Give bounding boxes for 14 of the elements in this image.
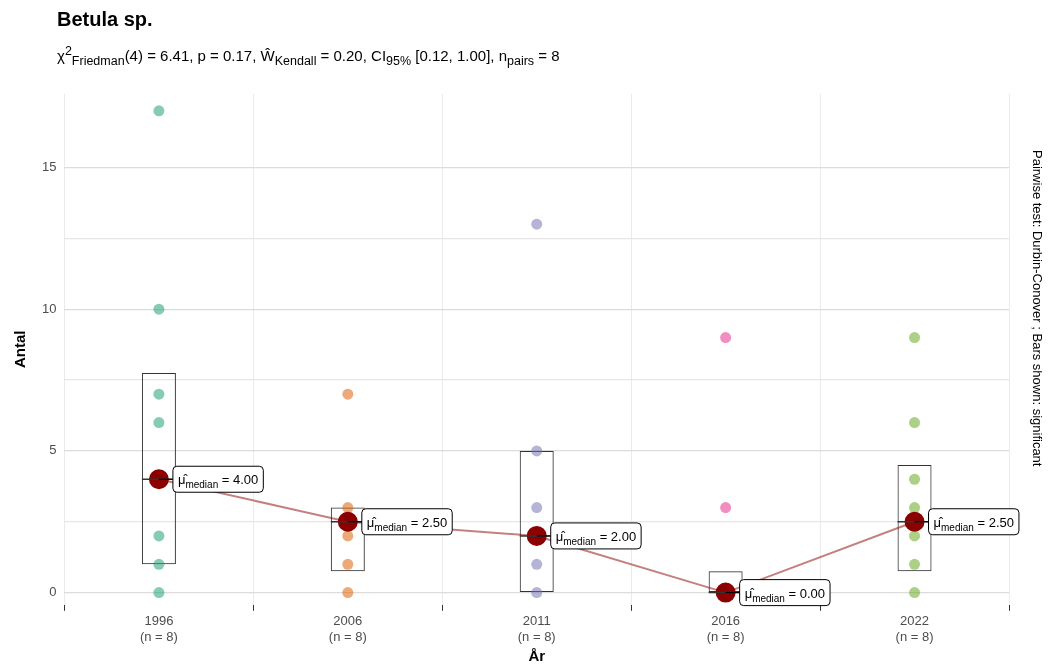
x-tick-label: 1996 (n = 8) xyxy=(139,613,178,644)
chart-title: Betula sp. xyxy=(57,8,153,31)
y-tick-label: 15 xyxy=(41,159,57,175)
text: χ$^{2}$$_{Friedman}$(4) = 6.41, p = 0.17, Ŵ$_{Kendall}$ = 0.20, CI$_{95%}$ [0.12, 1.00], n$_{pairs}$ = 8 xyxy=(57,44,560,68)
y-tick-label: 0 xyxy=(49,584,57,600)
x-tick-label: 2016 (n = 8) xyxy=(706,613,745,644)
text: Pairwise test: Durbin-Conover ; Bars shown: significant xyxy=(1030,150,1045,467)
x-tick-label: 2011 (n = 8) xyxy=(517,613,556,644)
y-tick-label: 5 xyxy=(49,442,57,458)
y-tick-label: 10 xyxy=(41,300,57,316)
x-axis-title: År xyxy=(528,647,546,665)
x-tick-label: 2006 (n = 8) xyxy=(328,613,367,644)
y-axis-title: Antal xyxy=(11,330,29,369)
x-tick-label: 2022 (n = 8) xyxy=(895,613,934,644)
